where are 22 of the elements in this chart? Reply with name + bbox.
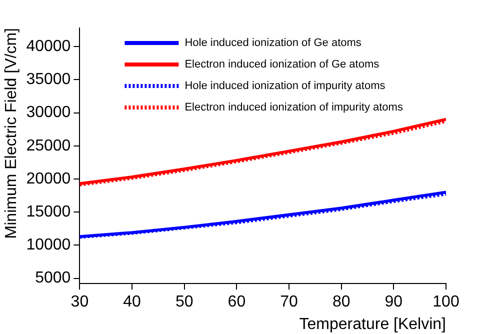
x-tick-label: 40 xyxy=(123,294,142,311)
x-tick-label: 70 xyxy=(280,294,298,311)
y-axis-title: Minimum Electric Field [V/cm] xyxy=(3,28,20,239)
x-tick-label: 50 xyxy=(175,294,194,311)
x-tick-label: 80 xyxy=(332,294,350,311)
y-tick-label: 25000 xyxy=(26,137,71,154)
y-tick-label: 10000 xyxy=(26,236,71,254)
x-tick-label: 90 xyxy=(384,294,403,311)
y-tick-label: 35000 xyxy=(26,71,71,88)
x-tick-label: 100 xyxy=(432,294,460,311)
y-tick-label: 40000 xyxy=(26,38,71,55)
legend-label: Hole induced ionization of Ge atoms xyxy=(184,37,362,50)
y-tick-label: 5000 xyxy=(35,270,71,287)
legend-label: Electron induced ionization of impurity atoms xyxy=(184,102,404,114)
y-tick-label: 15000 xyxy=(26,203,71,220)
legend-label: Electron induced ionization of Ge atoms xyxy=(184,58,380,71)
x-tick-label: 30 xyxy=(70,294,89,311)
x-axis-title: Temperature [Kelvin] xyxy=(299,316,446,333)
x-tick-label: 60 xyxy=(228,294,246,311)
y-tick-label: 20000 xyxy=(26,170,71,188)
y-tick-label: 30000 xyxy=(26,104,71,122)
legend-label: Hole induced ionization of impurity atoms xyxy=(184,80,386,92)
